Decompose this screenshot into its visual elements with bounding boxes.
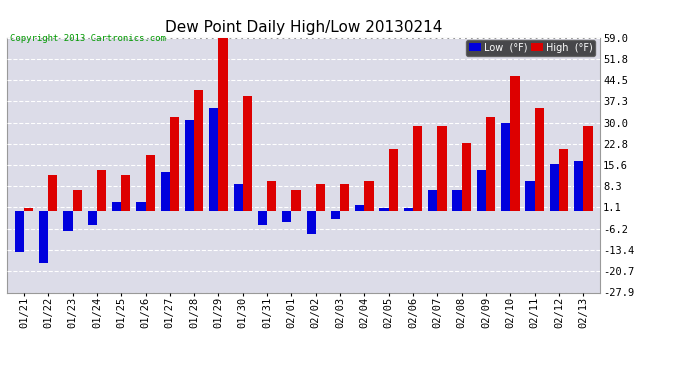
Bar (137, 202, 146, 211)
Bar (39, 211, 48, 264)
Bar (437, 126, 446, 211)
Bar (48, 176, 57, 211)
Bar (282, 211, 291, 222)
Bar (462, 143, 471, 211)
Bar (185, 120, 194, 211)
Bar (146, 155, 155, 211)
Bar (331, 211, 340, 219)
Bar (340, 184, 349, 211)
Title: Dew Point Daily High/Low 20130214: Dew Point Daily High/Low 20130214 (165, 20, 442, 35)
Bar (413, 126, 422, 211)
Bar (404, 208, 413, 211)
Bar (209, 108, 219, 211)
Bar (112, 202, 121, 211)
Legend: Low  (°F), High  (°F): Low (°F), High (°F) (466, 40, 595, 56)
Bar (355, 205, 364, 211)
Bar (550, 164, 559, 211)
Bar (121, 176, 130, 211)
Bar (388, 149, 398, 211)
Bar (574, 161, 583, 211)
Bar (559, 149, 568, 211)
Bar (97, 170, 106, 211)
Bar (380, 208, 388, 211)
Bar (63, 211, 72, 231)
Bar (428, 190, 437, 211)
Bar (88, 211, 97, 225)
Bar (306, 211, 316, 234)
Bar (501, 123, 511, 211)
Bar (243, 96, 252, 211)
Bar (194, 90, 204, 211)
Bar (161, 172, 170, 211)
Bar (316, 184, 325, 211)
Bar (511, 76, 520, 211)
Bar (291, 190, 301, 211)
Bar (267, 181, 277, 211)
Bar (72, 190, 82, 211)
Text: Copyright 2013 Cartronics.com: Copyright 2013 Cartronics.com (10, 34, 166, 43)
Bar (477, 170, 486, 211)
Bar (583, 126, 593, 211)
Bar (486, 117, 495, 211)
Bar (170, 117, 179, 211)
Bar (233, 184, 243, 211)
Bar (364, 181, 374, 211)
Bar (453, 190, 462, 211)
Bar (219, 38, 228, 211)
Bar (24, 208, 33, 211)
Bar (535, 108, 544, 211)
Bar (525, 181, 535, 211)
Bar (14, 211, 24, 252)
Bar (258, 211, 267, 225)
